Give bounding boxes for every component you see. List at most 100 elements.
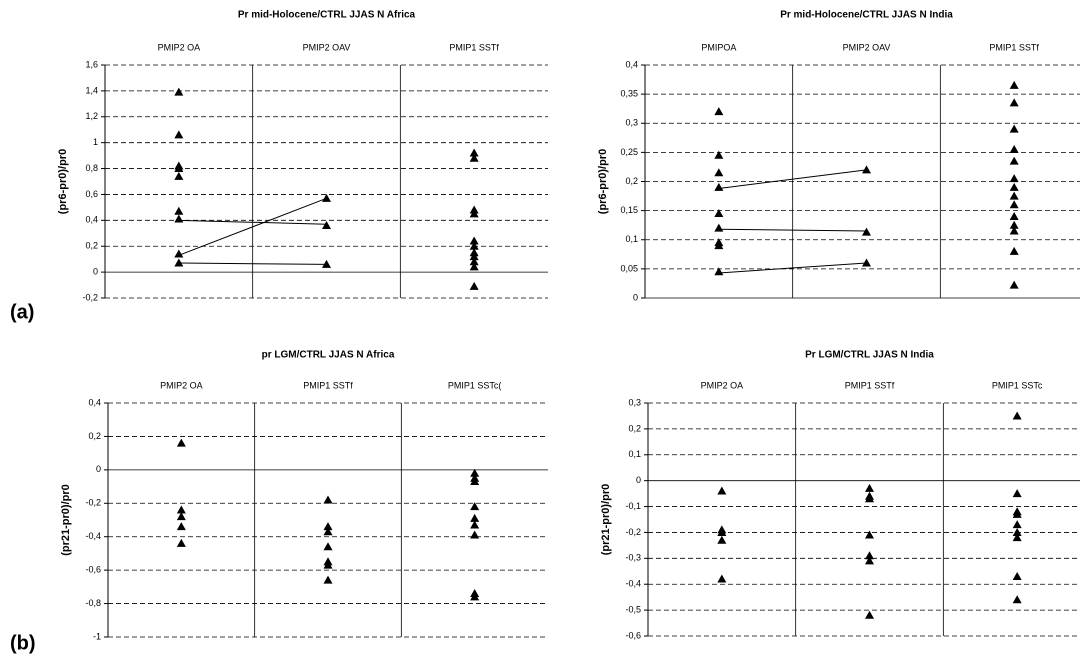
y-tick-label: -0,2 xyxy=(85,498,101,508)
triangle-marker xyxy=(714,241,724,250)
triangle-marker xyxy=(865,483,874,492)
triangle-marker xyxy=(176,438,186,447)
triangle-marker xyxy=(470,592,480,601)
triangle-marker xyxy=(862,165,871,174)
y-tick-label: 0 xyxy=(96,464,101,474)
y-tick-label: 1,4 xyxy=(85,85,98,95)
triangle-marker xyxy=(470,530,480,539)
y-tick-label: 0,25 xyxy=(620,147,638,157)
chart-title: Pr mid-Holocene/CTRL JJAS N Africa xyxy=(238,10,416,21)
triangle-marker xyxy=(1009,174,1019,183)
triangle-marker xyxy=(323,542,333,551)
panel-label: (a) xyxy=(10,301,34,323)
y-tick-label: -0,4 xyxy=(85,531,101,541)
triangle-marker xyxy=(1009,182,1019,191)
triangle-marker xyxy=(470,502,480,511)
y-tick-label: 0,15 xyxy=(620,205,638,215)
y-tick-label: 0 xyxy=(93,266,98,276)
triangle-marker xyxy=(1009,246,1019,255)
triangle-marker xyxy=(714,267,724,276)
link-line xyxy=(178,197,327,256)
triangle-marker xyxy=(1009,156,1019,165)
y-tick-label: 0,1 xyxy=(625,234,638,244)
triangle-marker xyxy=(714,107,724,116)
triangle-marker xyxy=(469,241,479,250)
link-line xyxy=(178,262,327,265)
y-tick-label: -0,6 xyxy=(625,630,641,640)
triangle-marker xyxy=(1009,144,1019,153)
link-line xyxy=(178,219,327,225)
y-tick-label: 0,3 xyxy=(628,397,641,407)
category-label: PMIP1 SSTc xyxy=(992,380,1043,390)
triangle-marker xyxy=(865,556,874,565)
y-tick-label: 0,4 xyxy=(625,59,638,69)
link-line xyxy=(718,169,867,189)
y-tick-label: 0,4 xyxy=(85,215,98,225)
triangle-marker xyxy=(323,560,333,569)
triangle-marker xyxy=(469,257,479,266)
category-label: PMIP2 OA xyxy=(158,42,201,52)
triangle-marker xyxy=(1012,527,1022,536)
triangle-marker xyxy=(1009,191,1019,200)
category-label: PMIP2 OA xyxy=(701,380,744,390)
y-tick-label: 0,1 xyxy=(628,449,641,459)
y-tick-label: 1,2 xyxy=(85,111,98,121)
y-tick-label: -0,1 xyxy=(625,501,641,511)
triangle-marker xyxy=(1009,220,1019,229)
triangle-marker xyxy=(1012,520,1022,529)
category-label: PMIP1 SSTc( xyxy=(448,380,502,390)
triangle-marker xyxy=(176,522,186,531)
triangle-marker xyxy=(1012,411,1022,420)
category-label: PMIP2 OA xyxy=(160,380,203,390)
triangle-marker xyxy=(174,87,184,96)
triangle-marker xyxy=(322,221,331,230)
triangle-marker xyxy=(470,477,480,486)
link-line xyxy=(718,228,867,232)
triangle-marker xyxy=(865,494,874,503)
triangle-marker xyxy=(322,193,331,202)
category-label: PMIP1 SSTf xyxy=(449,42,499,52)
triangle-marker xyxy=(469,252,479,261)
triangle-marker xyxy=(1012,595,1022,604)
y-tick-label: -0,8 xyxy=(85,598,101,608)
y-tick-label: 1,6 xyxy=(85,59,98,69)
y-tick-label: -0,2 xyxy=(82,292,98,302)
y-tick-label: 0,05 xyxy=(620,263,638,273)
link-line xyxy=(718,262,867,274)
triangle-marker xyxy=(323,527,333,536)
triangle-marker xyxy=(865,530,874,539)
triangle-marker xyxy=(1012,571,1022,580)
triangle-marker xyxy=(470,520,480,529)
triangle-marker xyxy=(862,227,871,236)
triangle-marker xyxy=(865,551,874,560)
category-label: PMIP1 SSTf xyxy=(303,380,353,390)
triangle-marker xyxy=(323,575,333,584)
triangle-marker xyxy=(865,610,874,619)
triangle-marker xyxy=(717,527,727,536)
y-tick-label: 0 xyxy=(636,475,641,485)
triangle-marker xyxy=(176,512,186,521)
triangle-marker xyxy=(1009,280,1019,289)
y-tick-label: 0,4 xyxy=(88,397,101,407)
triangle-marker xyxy=(469,262,479,271)
triangle-marker xyxy=(1009,226,1019,235)
triangle-marker xyxy=(174,214,184,223)
category-label: PMIP1 SSTf xyxy=(845,380,895,390)
triangle-marker xyxy=(714,182,724,191)
y-tick-label: -0,3 xyxy=(625,553,641,563)
triangle-marker xyxy=(174,171,184,180)
triangle-marker xyxy=(174,164,184,173)
triangle-marker xyxy=(1012,509,1022,518)
triangle-marker xyxy=(174,249,184,258)
category-label: PMIP2 OAV xyxy=(843,42,891,52)
triangle-marker xyxy=(323,522,333,531)
triangle-marker xyxy=(1009,211,1019,220)
category-label: PMIPOA xyxy=(701,42,736,52)
chart-title: Pr LGM/CTRL JJAS N India xyxy=(805,350,934,361)
y-axis-label: (pr6-pr0)/pr0 xyxy=(597,149,609,214)
triangle-marker xyxy=(1009,80,1019,89)
triangle-marker xyxy=(176,505,186,514)
triangle-marker xyxy=(862,258,871,267)
y-tick-label: 0,2 xyxy=(88,431,101,441)
